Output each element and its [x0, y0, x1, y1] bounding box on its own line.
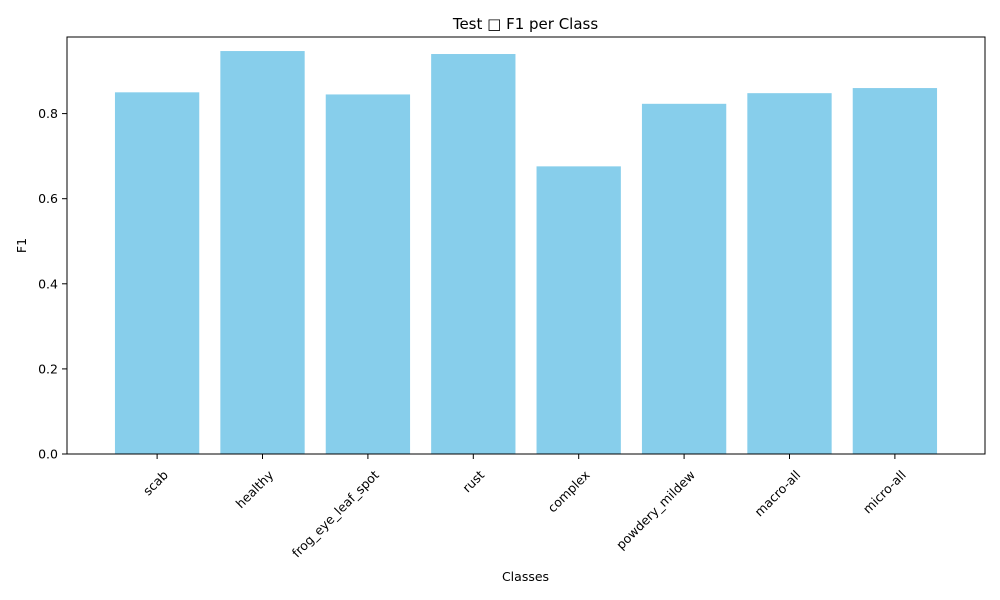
x-tick-label: rust	[459, 467, 487, 495]
y-tick-label: 0.0	[38, 447, 58, 462]
x-tick-label: powdery_mildew	[613, 467, 698, 552]
x-tick-label: complex	[545, 467, 593, 515]
bars-group	[114, 51, 938, 455]
x-tick-label: micro-all	[860, 467, 909, 516]
bar-powdery_mildew	[641, 103, 727, 454]
chart-title: Test □ F1 per Class	[452, 15, 599, 33]
y-axis: 0.0 0.2 0.4 0.6 0.8	[38, 106, 67, 462]
y-tick-label: 0.8	[38, 106, 58, 121]
y-axis-title: F1	[14, 238, 29, 253]
bar-frog_eye_leaf_spot	[325, 94, 411, 454]
bar-macro-all	[747, 93, 832, 454]
x-tick-label: scab	[140, 467, 171, 498]
x-axis: scab healthy frog_eye_leaf_spot rust complex…	[140, 454, 909, 560]
bar-micro-all	[852, 88, 938, 455]
bar-scab	[114, 92, 200, 454]
bar-rust	[431, 54, 516, 454]
x-tick-label: healthy	[233, 467, 277, 511]
x-tick-label: macro-all	[751, 467, 803, 519]
x-axis-title: Classes	[502, 569, 549, 584]
x-tick-label: frog_eye_leaf_spot	[289, 467, 382, 560]
y-tick-label: 0.4	[38, 276, 58, 291]
y-tick-label: 0.6	[38, 191, 58, 206]
bar-complex	[536, 166, 621, 454]
plot-frame	[66, 36, 986, 455]
y-tick-label: 0.2	[38, 361, 58, 376]
bar-healthy	[220, 51, 305, 454]
